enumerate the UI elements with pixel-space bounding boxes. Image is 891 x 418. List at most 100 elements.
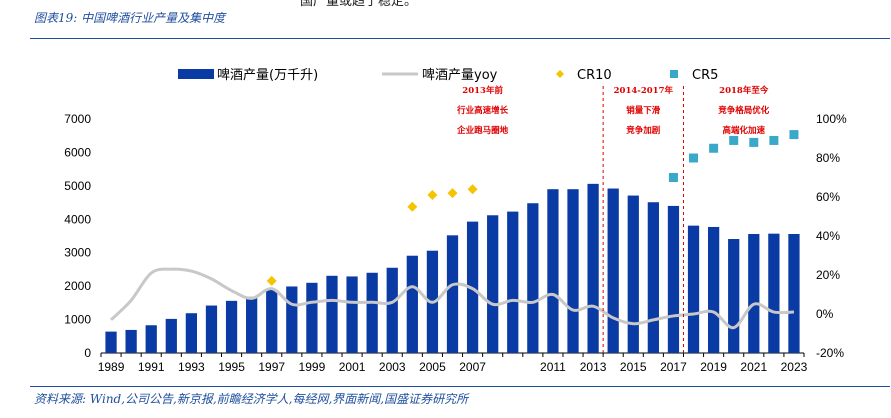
- cr5-point: [749, 137, 759, 147]
- y-left-tick-label: 6000: [64, 145, 91, 159]
- period-annotation: 行业高速增长: [456, 105, 509, 116]
- y-left-tick-label: 7000: [64, 112, 91, 126]
- x-tick-label: 2011: [540, 360, 566, 374]
- cr10-point: [447, 188, 458, 199]
- y-left-tick-label: 4000: [64, 212, 91, 226]
- cr10-point: [266, 275, 277, 286]
- production-bar: [587, 183, 599, 353]
- legend-bar-label: 啤酒产量(万千升): [217, 68, 318, 83]
- production-bar: [446, 235, 459, 353]
- period-annotation: 竞争格局优化: [717, 105, 770, 116]
- cr5-point: [709, 143, 719, 153]
- y-left-tick-label: 2000: [64, 279, 91, 293]
- production-bar: [225, 300, 238, 353]
- production-bar: [286, 286, 298, 353]
- x-tick-label: 2021: [740, 360, 767, 374]
- production-bar: [627, 195, 639, 353]
- x-tick-label: 2001: [339, 360, 366, 374]
- y-right-tick-label: 80%: [816, 151, 840, 165]
- y-left-tick-label: 5000: [64, 179, 91, 193]
- production-bar: [105, 331, 117, 353]
- y-right-tick-label: 0%: [816, 307, 834, 321]
- production-bar: [507, 211, 519, 353]
- production-bar: [647, 202, 659, 353]
- cr5-point: [769, 135, 779, 145]
- period-annotation: 竞争加剧: [625, 125, 660, 136]
- legend-cr5-swatch: [670, 70, 678, 78]
- x-tick-label: 2003: [379, 360, 406, 374]
- period-annotation: 高端化加速: [722, 125, 765, 136]
- x-tick-label: 2017: [660, 360, 687, 374]
- cr5-point: [668, 173, 678, 182]
- title-rule: [30, 38, 890, 39]
- x-tick-label: 2015: [620, 360, 647, 374]
- x-tick-label: 2007: [459, 360, 486, 374]
- production-bar: [366, 272, 378, 353]
- x-tick-label: 2023: [781, 360, 808, 374]
- cr10-point: [467, 184, 478, 195]
- x-tick-label: 1999: [299, 360, 326, 374]
- production-bar: [547, 189, 559, 353]
- legend-yoy-label: 啤酒产量yoy: [422, 68, 498, 83]
- production-bar: [707, 226, 720, 353]
- production-bar: [205, 305, 218, 353]
- yoy-line: [109, 267, 794, 330]
- y-right-tick-label: 60%: [816, 190, 840, 204]
- x-tick-label: 2005: [419, 360, 446, 374]
- period-annotation: 2014-2017年: [614, 85, 674, 96]
- cr5-point: [729, 135, 739, 145]
- production-bar: [567, 189, 579, 353]
- period-annotation: 销量下滑: [626, 105, 661, 116]
- x-tick-label: 2019: [700, 360, 727, 374]
- production-bar: [607, 188, 619, 353]
- x-tick-label: 1997: [258, 360, 285, 374]
- y-right-tick-label: -20%: [816, 346, 844, 360]
- production-bar: [386, 267, 398, 353]
- y-left-tick-label: 0: [84, 346, 91, 360]
- x-tick-label: 1995: [218, 360, 245, 374]
- legend-bar-swatch: [178, 69, 214, 79]
- production-bar: [165, 318, 177, 353]
- production-bar: [527, 203, 539, 353]
- y-left-tick-label: 1000: [64, 313, 91, 327]
- x-tick-label: 1993: [178, 360, 205, 374]
- production-bar: [406, 255, 418, 353]
- legend-cr10-swatch: [556, 70, 564, 78]
- y-left-tick-label: 3000: [64, 246, 91, 260]
- y-right-tick-label: 40%: [816, 229, 840, 243]
- legend-cr5-label: CR5: [692, 68, 718, 83]
- legend-cr10-label: CR10: [577, 68, 612, 83]
- production-bar: [748, 233, 760, 353]
- cr5-point: [689, 153, 699, 163]
- y-right-tick-label: 100%: [816, 112, 847, 126]
- x-tick-label: 1991: [138, 360, 165, 374]
- production-bar: [145, 325, 157, 353]
- production-bar: [768, 233, 780, 353]
- cr5-point: [789, 130, 799, 140]
- figure-title: 图表19: 中国啤酒行业产量及集中度: [34, 11, 226, 25]
- production-bar: [728, 239, 740, 353]
- production-bar: [246, 296, 258, 353]
- production-bar: [667, 205, 680, 353]
- period-annotation: 2018年至今: [719, 85, 769, 96]
- production-bar: [125, 329, 137, 353]
- production-bar: [306, 282, 318, 353]
- y-right-tick-label: 20%: [816, 268, 840, 282]
- source-rule: [30, 386, 890, 387]
- period-annotation: 2013年前: [462, 85, 503, 96]
- production-bar: [346, 276, 358, 353]
- cr10-point: [407, 201, 418, 212]
- x-tick-label: 1989: [98, 360, 125, 374]
- production-bar: [185, 313, 198, 353]
- production-bar: [326, 275, 338, 353]
- cr10-point: [427, 190, 438, 201]
- period-annotation: 企业跑马圈地: [456, 125, 509, 136]
- x-tick-label: 2013: [580, 360, 607, 374]
- production-bar: [266, 289, 278, 353]
- source-note: 资料来源: Wind,公司公告,新京报,前瞻经济学人,每经网,界面新闻,国盛证券…: [34, 392, 469, 406]
- production-bar: [788, 233, 800, 353]
- production-bar: [487, 215, 499, 353]
- top-context-text: 国产量或趋于稳定。: [300, 0, 418, 9]
- production-bar: [687, 225, 700, 353]
